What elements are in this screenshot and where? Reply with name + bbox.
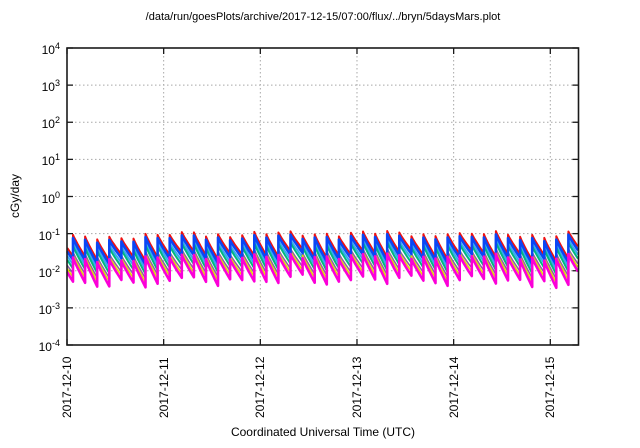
y-tick-label: 103	[41, 78, 60, 95]
chart-title: /data/run/goesPlots/archive/2017-12-15/0…	[145, 11, 501, 23]
series-line-dose-yellow	[66, 250, 579, 284]
x-tick-label: 2017-12-15	[543, 356, 558, 418]
y-tick-label: 10-4	[38, 338, 60, 354]
x-tick-label: 2017-12-10	[60, 356, 74, 418]
series-line-dose-purple	[66, 247, 579, 280]
x-tick-label: 2017-12-14	[446, 356, 461, 418]
y-tick-label: 104	[41, 41, 60, 57]
series-line-dose-magenta	[66, 252, 579, 290]
x-tick-label: 2017-12-13	[349, 356, 364, 418]
x-tick-label: 2017-12-12	[253, 356, 268, 418]
x-axis-label: Coordinated Universal Time (UTC)	[230, 425, 416, 439]
plot-border	[66, 47, 580, 346]
y-tick-label: 10-3	[38, 300, 60, 317]
y-tick-label: 101	[41, 152, 60, 169]
y-tick-label: 100	[41, 189, 60, 206]
series-line-dose-red	[66, 230, 579, 263]
series-line-dose-teal	[66, 241, 579, 276]
y-tick-label: 10-1	[38, 226, 60, 243]
series-line-dose-cyan	[66, 237, 579, 271]
series-line-dose-blue	[66, 232, 579, 267]
y-tick-label: 102	[41, 115, 60, 132]
y-tick-label: 10-2	[38, 263, 60, 280]
x-tick-label: 2017-12-11	[156, 357, 171, 419]
